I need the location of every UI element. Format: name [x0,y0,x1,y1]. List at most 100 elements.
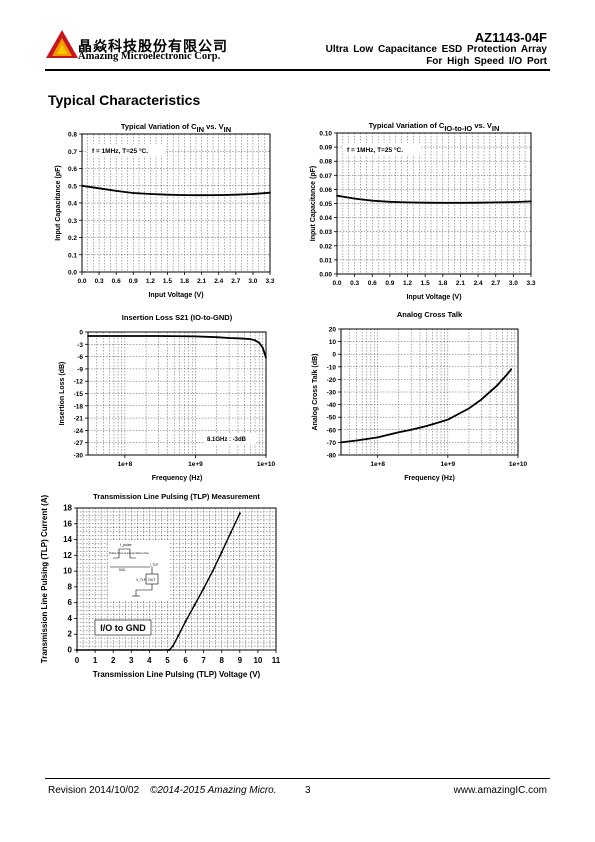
cio-data-point [441,201,444,204]
ct-y-tick-label: -20 [327,377,337,384]
cio-x-tick-label: 0.0 [332,280,341,287]
cio-data-point [459,201,462,204]
il-data-point [87,335,89,337]
cin-x-tick-label: 0.3 [95,278,104,285]
tlp-inset-itlp: I_TLP [150,563,159,567]
cin-grid [81,133,271,273]
cio-y-tick-label: 0.10 [319,131,332,138]
tlp-data-point [193,603,196,607]
cin-data-point [98,187,100,190]
ct-y-tick-label: -80 [327,453,337,460]
tlp-plot-frame [76,507,277,651]
cio-x-tick-label: 0.9 [385,280,394,287]
cin-data-point [132,192,135,194]
tlp-inset-ground-wire [135,584,153,596]
tlp-x-tick-label: 3 [129,656,134,665]
tlp-data-point [220,551,223,554]
il-y-tick-label: -24 [74,428,84,435]
il-data-point [215,336,218,339]
cio-y-tick-label: 0.06 [319,187,332,194]
cio-x-tick-label: 1.5 [421,280,430,287]
ct-y-tick-label: -40 [327,402,337,409]
tlp-x-tick-label: 8 [220,656,225,665]
cio-y-tick-label: 0.02 [319,243,332,250]
tlp-y-tick-label: 16 [63,519,72,528]
cio-x-tick-label: 2.1 [456,280,465,287]
tlp-x-tick-label: 6 [183,656,188,665]
cin-y-tick-label: 0.7 [68,149,77,156]
il-data-point [265,356,267,359]
tlp-x-tick-label: 7 [201,656,206,665]
doc-subtitle-line1: Ultra Low Capacitance ESD Protection Arr… [325,44,547,55]
cio-data-point [389,200,391,203]
cio-x-tick-label: 3.3 [526,280,535,287]
tlp-y-tick-label: 8 [68,582,73,591]
cin-x-tick-label: 0.9 [129,278,138,285]
cio-x-tick-label: 2.4 [474,280,483,287]
cio-y-tick-label: 0.05 [319,201,332,208]
tlp-data-point [177,634,180,637]
tlp-x-tick-label: 2 [111,656,116,665]
cio-series-line [336,194,532,204]
cin-x-tick-label: 2.4 [214,278,223,285]
cin-x-axis-label: Input Voltage (V) [148,292,203,299]
cio-y-tick-label: 0.04 [319,215,332,222]
header-rule [45,69,550,71]
cio-x-tick-label: 0.3 [350,280,359,287]
footer-website: www.amazingIC.com [453,785,547,796]
tlp-chart-title: Transmission Line Pulsing (TLP) Measurem… [93,492,260,501]
ct-y-axis-label: Analog Cross Talk (dB) [312,354,319,431]
il-y-tick-label: -21 [74,416,84,423]
cin-x-tick-label: 2.7 [231,278,240,285]
il-y-tick-label: -27 [74,440,84,447]
cio-y-tick-label: 0.03 [319,229,332,236]
il-annotation: 8.1GHz : -3dB [207,437,247,443]
cin-y-tick-label: 0.8 [68,132,77,139]
cin-data-point [252,193,254,195]
ct-y-tick-label: -30 [327,390,337,397]
cio-chart-title: Typical Variation of CIO-to-IO vs. VIN [369,121,500,133]
ct-y-tick-label: -70 [327,440,337,447]
cio-x-tick-label: 0.6 [368,280,377,287]
cin-x-tick-label: 1.5 [163,278,172,285]
il-data-point [261,346,264,349]
ct-data-point [480,398,483,401]
cin-x-tick-label: 2.1 [197,278,206,285]
ct-data-point [397,431,400,434]
ct-data-point [506,373,509,376]
cio-data-point [477,201,479,204]
tlp-grid [76,507,277,651]
il-y-tick-label: -3 [77,342,83,349]
il-y-tick-label: -12 [74,379,84,386]
cio-y-axis-label: Input Capacitance (pF) [310,166,317,241]
il-y-axis-label: Insertion Loss (dB) [59,362,66,426]
tlp-x-tick-label: 5 [165,656,170,665]
tlp-y-tick-label: 10 [63,567,72,576]
tlp-x-tick-label: 4 [147,656,152,665]
cin-x-tick-label: 3.3 [265,278,274,285]
cio-y-tick-label: 0.09 [319,145,332,152]
cin-y-tick-label: 0.0 [68,270,77,277]
cio-data-point [406,201,409,204]
cio-data-point [494,201,497,204]
cio-data-point [424,201,427,204]
tlp-x-tick-label: 0 [75,656,80,665]
il-y-tick-label: -9 [77,366,83,373]
ct-data-point [468,407,470,410]
ct-x-axis-label: Frequency (Hz) [404,475,455,482]
tlp-y-axis-label: Transmission Line Pulsing (TLP) Current … [40,494,49,663]
cin-y-tick-label: 0.5 [68,183,77,190]
ct-x-tick-label: 1e+10 [509,461,528,468]
cin-y-tick-label: 0.1 [68,252,77,259]
cin-y-tick-label: 0.4 [68,201,77,208]
ct-data-point [340,441,342,444]
cin-x-tick-label: 1.8 [180,278,189,285]
cin-chart-title: Typical Variation of CIN vs. VIN [121,122,231,134]
cio-x-tick-label: 2.7 [491,280,500,287]
il-chart-title: Insertion Loss S21 (IO-to-GND) [122,313,233,322]
ct-x-tick-label: 1e+8 [370,461,385,468]
cin-x-tick-label: 0.0 [77,278,86,285]
tlp-y-tick-label: 4 [68,614,73,623]
tlp-y-tick-label: 12 [63,551,72,560]
tlp-inset-bg [108,540,170,600]
